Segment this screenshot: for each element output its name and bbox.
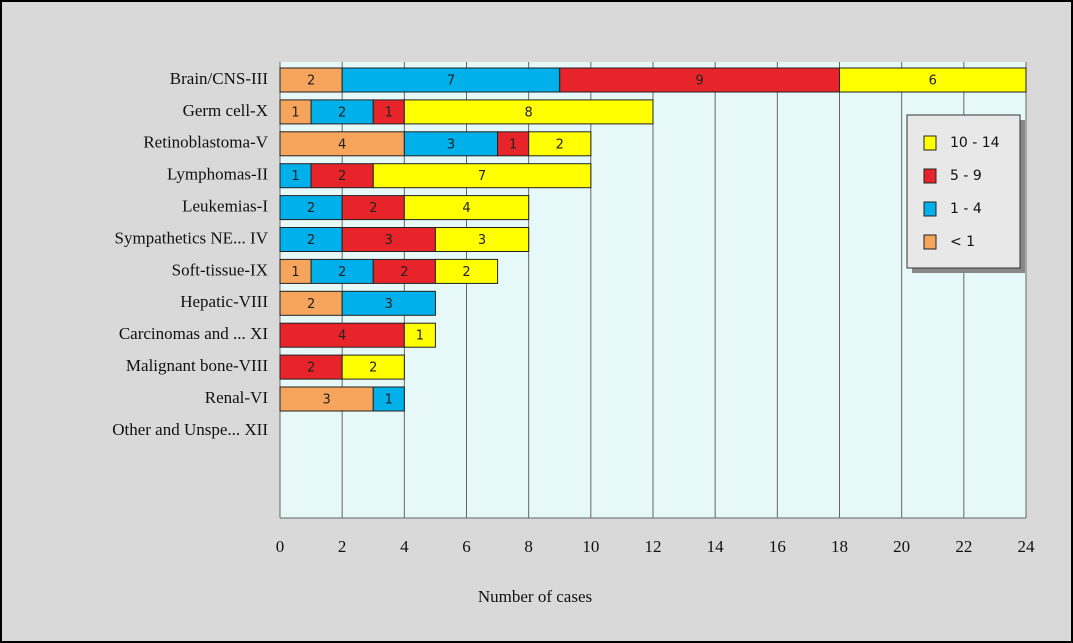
- y-tick-label: Soft-tissue-IX: [172, 260, 268, 279]
- y-tick-label: Malignant bone-VIII: [126, 356, 268, 375]
- bar-segment: [341, 67, 561, 93]
- y-tick-label: Carcinomas and ... XI: [119, 324, 269, 343]
- bar-value-label: 3: [478, 233, 486, 248]
- bar-segment: [434, 227, 530, 252]
- bar-segment: [310, 99, 374, 125]
- legend-label: 1 - 4: [950, 201, 982, 217]
- x-tick-label: 22: [955, 537, 972, 556]
- y-tick-label: Sympathetics NE... IV: [115, 228, 269, 247]
- bar-value-label: 2: [307, 74, 315, 89]
- bar-value-label: 7: [478, 169, 486, 184]
- x-tick-label: 0: [276, 537, 285, 556]
- bar-value-label: 1: [416, 329, 424, 344]
- bar-value-label: 4: [338, 137, 346, 152]
- bar-value-label: 2: [369, 361, 377, 376]
- x-tick-label: 20: [893, 537, 910, 556]
- bar-segment: [403, 99, 654, 125]
- bar-segment: [372, 386, 405, 412]
- x-tick-label: 10: [582, 537, 599, 556]
- y-tick-label: Germ cell-X: [183, 101, 268, 120]
- bar-segment: [528, 131, 592, 157]
- legend-swatch: [923, 135, 937, 151]
- x-tick-label: 6: [462, 537, 471, 556]
- bar-segment: [403, 195, 530, 221]
- y-tick-label: Retinoblastoma-V: [143, 133, 268, 152]
- x-tick-label: 14: [707, 537, 725, 556]
- x-tick-label: 24: [1018, 537, 1036, 556]
- bar-value-label: 1: [291, 265, 299, 280]
- bar-value-label: 4: [338, 329, 346, 344]
- bar-value-label: 2: [307, 361, 315, 376]
- x-tick-label: 18: [831, 537, 848, 556]
- bar-value-label: 2: [338, 265, 346, 280]
- bar-value-label: 2: [307, 201, 315, 216]
- x-tick-label: 16: [769, 537, 786, 556]
- y-tick-label: Brain/CNS-III: [170, 69, 269, 88]
- bar-segment: [372, 258, 436, 284]
- legend-label: < 1: [950, 234, 975, 250]
- bar-value-label: 1: [291, 169, 299, 184]
- bar-value-label: 1: [509, 137, 517, 152]
- bar-segment: [310, 258, 374, 284]
- bar-value-label: 2: [462, 265, 470, 280]
- bar-value-label: 2: [307, 233, 315, 248]
- y-tick-label: Other and Unspe... XII: [112, 420, 268, 439]
- bar-value-label: 6: [929, 74, 937, 89]
- bar-segment: [279, 131, 405, 157]
- bar-value-label: 1: [291, 105, 299, 120]
- bar-segment: [839, 67, 1027, 93]
- bar-value-label: 2: [556, 137, 564, 152]
- legend-swatch: [923, 201, 937, 217]
- bar-segment: [341, 354, 405, 380]
- bar-value-label: 2: [400, 265, 408, 280]
- bar-segment: [341, 195, 405, 221]
- bar-value-label: 2: [369, 201, 377, 216]
- bar-segment: [372, 163, 592, 189]
- bar-value-label: 9: [695, 74, 703, 89]
- bar-segment: [310, 163, 374, 189]
- bar-segment: [434, 258, 499, 284]
- legend-swatch: [923, 168, 937, 184]
- bar-segment: [341, 290, 436, 316]
- bar-value-label: 3: [447, 137, 455, 152]
- bar-value-label: 2: [307, 297, 315, 312]
- y-tick-label: Renal-VI: [205, 388, 269, 407]
- bar-value-label: 8: [525, 105, 533, 120]
- bar-value-label: 4: [462, 201, 470, 216]
- bar-value-label: 2: [338, 105, 346, 120]
- x-axis-title: Number of cases: [478, 587, 592, 606]
- x-tick-label: 4: [400, 537, 409, 556]
- bar-value-label: 3: [385, 233, 393, 248]
- legend-swatch: [923, 234, 937, 250]
- bar-segment: [403, 131, 499, 157]
- bar-segment: [372, 99, 405, 125]
- bar-segment: [279, 386, 374, 412]
- bar-value-label: 3: [322, 393, 330, 408]
- legend-label: 10 - 14: [950, 135, 1000, 151]
- bar-segment: [279, 290, 343, 316]
- bar-value-label: 7: [447, 74, 455, 89]
- bar-segment: [341, 227, 436, 252]
- bar-value-label: 1: [385, 105, 393, 120]
- y-tick-label: Hepatic-VIII: [180, 292, 268, 311]
- x-tick-label: 2: [338, 537, 347, 556]
- legend-label: 5 - 9: [950, 168, 982, 184]
- y-tick-label: Leukemias-I: [182, 197, 268, 216]
- bar-value-label: 2: [338, 169, 346, 184]
- x-tick-label: 12: [645, 537, 662, 556]
- bar-segment: [403, 322, 436, 348]
- y-tick-label: Lymphomas-II: [167, 165, 268, 184]
- x-tick-label: 8: [524, 537, 533, 556]
- bar-value-label: 1: [385, 393, 393, 408]
- bar-value-label: 3: [385, 297, 393, 312]
